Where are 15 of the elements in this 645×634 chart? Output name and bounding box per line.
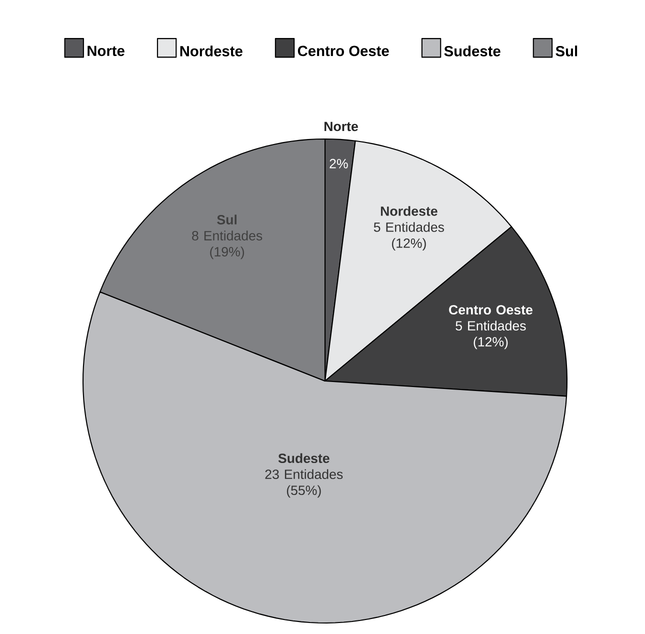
data-label: 5 Entidades (12%): [456, 320, 526, 350]
legend-label: Norte: [88, 46, 124, 56]
legend-label: Nordeste: [180, 46, 242, 56]
legend-label: Sul: [556, 46, 578, 56]
slice-label: Norte: [324, 122, 358, 132]
legend-label: Sudeste: [444, 46, 500, 56]
slice-label: Nordeste: [380, 206, 438, 216]
data-label: 5 Entidades (12%): [374, 222, 444, 251]
legend-label: Centro Oeste: [298, 46, 389, 56]
slice-label: Sudeste: [278, 453, 330, 464]
data-label: 23 Entidades (55%): [265, 469, 343, 498]
slice-label: Sul: [217, 214, 236, 224]
data-label: 2%: [330, 158, 348, 168]
data-label: 8 Entidades (19%): [192, 230, 262, 260]
slice-label: Centro Oeste: [449, 305, 532, 315]
